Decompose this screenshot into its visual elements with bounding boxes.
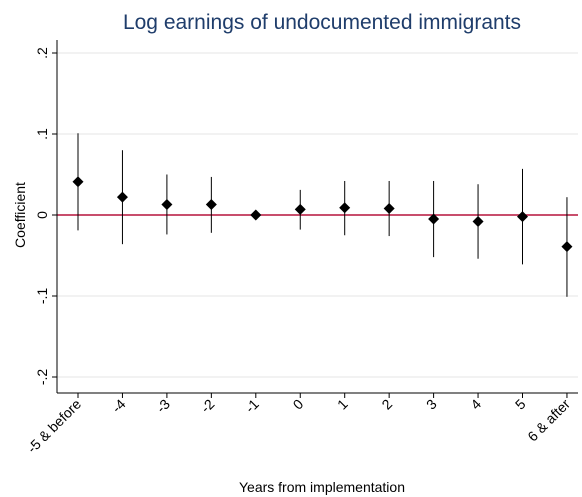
y-tick-label: -.2: [34, 369, 50, 386]
x-tick-label: -5 & before: [24, 396, 84, 456]
coefficient-point: [205, 198, 217, 210]
coefficient-point: [294, 203, 306, 215]
coefficient-point: [428, 213, 440, 225]
y-tick-label: .1: [34, 128, 50, 140]
x-tick-label: 5: [512, 396, 529, 413]
x-tick-label: 3: [423, 396, 440, 413]
x-tick-label: 0: [290, 396, 307, 413]
x-tick-label: 1: [334, 396, 351, 413]
chart-title: Log earnings of undocumented immigrants: [123, 11, 521, 34]
coefficient-point: [339, 202, 351, 214]
coefficient-point: [383, 203, 395, 215]
coefficient-point: [116, 191, 128, 203]
y-ticks: -.2 -.1 0 .1 .2: [34, 47, 57, 385]
data-marks: [72, 133, 573, 297]
y-axis-title: Coefficient: [12, 182, 28, 248]
coefficient-point: [472, 215, 484, 227]
x-axis-title: Years from implementation: [239, 479, 405, 495]
coefficient-point: [72, 176, 84, 188]
y-tick-label: -.1: [34, 288, 50, 305]
x-tick-label: -4: [108, 396, 128, 416]
coefficient-point: [161, 198, 173, 210]
x-tick-label: -2: [197, 396, 217, 416]
x-ticks: -5 & before -4 -3 -2 -1 0 1 2 3 4 56 & after: [24, 393, 573, 456]
x-tick-label: 2: [378, 396, 395, 413]
x-tick-label: 6 & after: [524, 396, 573, 445]
gridlines: [57, 52, 578, 378]
coefficient-point: [561, 241, 573, 253]
y-tick-label: .2: [34, 47, 50, 59]
y-tick-label: 0: [34, 211, 50, 219]
x-tick-label: -1: [242, 396, 262, 416]
x-tick-label: -3: [153, 396, 173, 416]
x-tick-label: 4: [467, 396, 484, 413]
coefficient-point: [517, 211, 528, 223]
axes: [56, 40, 578, 394]
coefficient-point: [250, 209, 262, 221]
